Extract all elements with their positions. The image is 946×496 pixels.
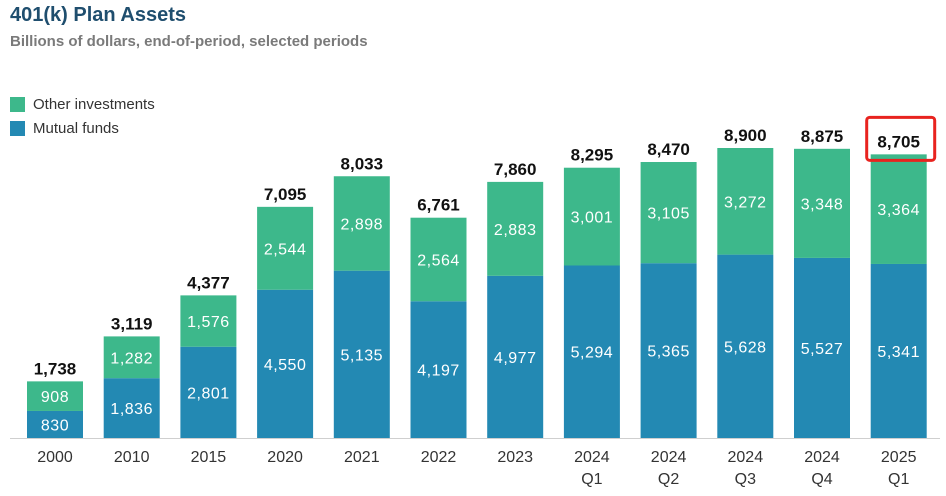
total-label-2015: 4,377 bbox=[187, 273, 230, 292]
x-tick-label-2024-q4: 2024 bbox=[804, 449, 840, 466]
x-tick-label-2025-q1: 2025 bbox=[881, 449, 917, 466]
bar-mutual-funds-2015 bbox=[180, 346, 237, 438]
legend: Other investments Mutual funds bbox=[10, 92, 155, 140]
x-tick-label-2000: 2000 bbox=[37, 449, 73, 466]
bar-other-investments-2024-q3 bbox=[717, 148, 774, 255]
bar-other-investments-2015 bbox=[180, 295, 237, 347]
data-label-mutual-funds-2021: 5,135 bbox=[341, 347, 384, 364]
bar-other-investments-2000 bbox=[27, 381, 83, 411]
data-label-mutual-funds-2022: 4,197 bbox=[417, 363, 460, 380]
x-tick-label-2023: 2023 bbox=[497, 449, 533, 466]
data-label-mutual-funds-2024-q3: 5,628 bbox=[724, 339, 767, 356]
total-label-2024-q2: 8,470 bbox=[647, 140, 690, 159]
bar-mutual-funds-2020 bbox=[257, 289, 314, 438]
legend-item-mutual-funds: Mutual funds bbox=[10, 116, 155, 140]
data-label-mutual-funds-2025-q1: 5,341 bbox=[877, 344, 920, 361]
x-tick-label-2024-q2: 2024 bbox=[651, 449, 687, 466]
data-label-other-investments-2025-q1: 3,364 bbox=[877, 202, 920, 219]
legend-item-other-investments: Other investments bbox=[10, 92, 155, 116]
x-tick-label-2010: 2010 bbox=[114, 449, 150, 466]
total-label-2021: 8,033 bbox=[341, 154, 384, 173]
data-label-mutual-funds-2023: 4,977 bbox=[494, 350, 537, 367]
data-label-other-investments-2015: 1,576 bbox=[187, 314, 230, 331]
chart-subtitle: Billions of dollars, end-of-period, sele… bbox=[10, 33, 368, 50]
total-label-2023: 7,860 bbox=[494, 160, 537, 179]
legend-swatch-mutual-funds bbox=[10, 120, 25, 136]
total-label-2022: 6,761 bbox=[417, 196, 460, 215]
bar-other-investments-2021 bbox=[333, 176, 390, 271]
highlight-box-2025-q1 bbox=[865, 115, 937, 162]
bar-other-investments-2025-q1 bbox=[870, 154, 927, 264]
bar-other-investments-2024-q4 bbox=[794, 148, 850, 258]
bar-mutual-funds-2010 bbox=[103, 378, 160, 438]
data-label-mutual-funds-2024-q2: 5,365 bbox=[647, 344, 690, 361]
bar-other-investments-2024-q2 bbox=[640, 162, 697, 264]
total-label-2025-q1: 8,705 bbox=[877, 132, 920, 151]
x-tick-label-2024-q3: 2024 bbox=[728, 449, 764, 466]
data-label-other-investments-2024-q2: 3,105 bbox=[647, 206, 690, 223]
bar-mutual-funds-2000 bbox=[27, 410, 83, 438]
x-tick-label-2024-q1-line2: Q1 bbox=[581, 471, 602, 488]
x-tick-label-2024-q1: 2024 bbox=[574, 449, 610, 466]
bar-mutual-funds-2024-q2 bbox=[640, 263, 697, 438]
legend-swatch-other-investments bbox=[10, 96, 25, 112]
total-label-2000: 1,738 bbox=[34, 359, 77, 378]
total-label-2024-q1: 8,295 bbox=[571, 146, 614, 165]
data-label-other-investments-2024-q3: 3,272 bbox=[724, 194, 767, 211]
bar-mutual-funds-2021 bbox=[333, 270, 390, 438]
x-tick-label-2025-q1-line2: Q1 bbox=[888, 471, 909, 488]
data-label-mutual-funds-2024-q4: 5,527 bbox=[801, 341, 844, 358]
x-tick-label-2015: 2015 bbox=[191, 449, 227, 466]
total-label-2024-q3: 8,900 bbox=[724, 126, 767, 145]
x-tick-label-2024-q2-line2: Q2 bbox=[658, 471, 679, 488]
bar-mutual-funds-2024-q4 bbox=[794, 257, 850, 438]
data-label-other-investments-2024-q1: 3,001 bbox=[571, 210, 614, 227]
data-label-mutual-funds-2010: 1,836 bbox=[110, 401, 153, 418]
data-label-mutual-funds-2020: 4,550 bbox=[264, 357, 307, 374]
x-tick-label-2020: 2020 bbox=[267, 449, 303, 466]
x-tick-label-2024-q4-line2: Q4 bbox=[811, 471, 832, 488]
legend-label-mutual-funds: Mutual funds bbox=[33, 119, 119, 137]
bar-other-investments-2024-q1 bbox=[563, 167, 620, 266]
bar-other-investments-2010 bbox=[103, 336, 160, 379]
bar-mutual-funds-2024-q3 bbox=[717, 254, 774, 438]
total-label-2024-q4: 8,875 bbox=[801, 127, 844, 146]
data-label-other-investments-2023: 2,883 bbox=[494, 222, 537, 239]
data-label-other-investments-2024-q4: 3,348 bbox=[801, 196, 844, 213]
bar-mutual-funds-2022 bbox=[410, 301, 467, 438]
data-label-mutual-funds-2015: 2,801 bbox=[187, 385, 230, 402]
x-tick-label-2021: 2021 bbox=[344, 449, 380, 466]
total-label-2020: 7,095 bbox=[264, 185, 307, 204]
bar-other-investments-2023 bbox=[487, 181, 544, 276]
data-label-other-investments-2021: 2,898 bbox=[341, 216, 384, 233]
data-label-other-investments-2020: 2,544 bbox=[264, 241, 307, 258]
chart-title: 401(k) Plan Assets bbox=[10, 4, 187, 26]
bar-other-investments-2022 bbox=[410, 217, 467, 302]
bar-other-investments-2020 bbox=[257, 206, 314, 290]
bar-mutual-funds-2023 bbox=[487, 275, 544, 438]
data-label-mutual-funds-2000: 830 bbox=[41, 417, 69, 434]
x-tick-label-2024-q3-line2: Q3 bbox=[735, 471, 756, 488]
data-label-other-investments-2010: 1,282 bbox=[110, 350, 153, 367]
data-label-other-investments-2022: 2,564 bbox=[417, 252, 460, 269]
legend-label-other-investments: Other investments bbox=[33, 95, 155, 113]
data-label-mutual-funds-2024-q1: 5,294 bbox=[571, 345, 614, 362]
x-tick-label-2022: 2022 bbox=[421, 449, 457, 466]
total-label-2010: 3,119 bbox=[111, 314, 153, 333]
bar-mutual-funds-2024-q1 bbox=[563, 265, 620, 438]
bar-mutual-funds-2025-q1 bbox=[870, 263, 927, 438]
data-label-other-investments-2000: 908 bbox=[41, 389, 69, 406]
